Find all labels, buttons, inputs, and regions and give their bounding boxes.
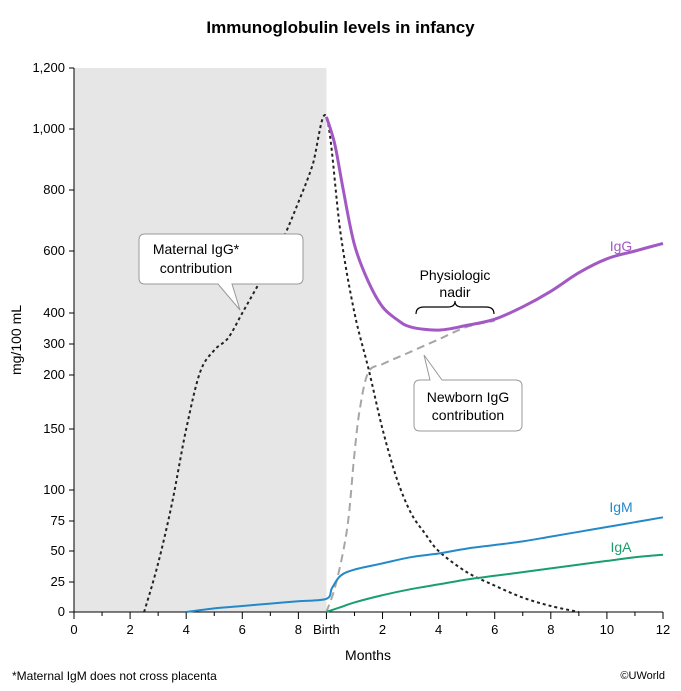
x-tick-label: Birth bbox=[313, 622, 340, 637]
y-tick-label: 0 bbox=[58, 604, 65, 619]
x-tick-label: 6 bbox=[491, 622, 498, 637]
x-tick-label: 8 bbox=[547, 622, 554, 637]
y-tick-label: 50 bbox=[51, 543, 65, 558]
newborn-igg-callout-line1: Newborn IgG bbox=[427, 389, 509, 405]
x-tick-label: 10 bbox=[600, 622, 614, 637]
y-tick-label: 200 bbox=[43, 367, 65, 382]
x-tick-label: 12 bbox=[656, 622, 670, 637]
y-tick-label: 100 bbox=[43, 482, 65, 497]
x-tick-label: 0 bbox=[70, 622, 77, 637]
y-axis-title: mg/100 mL bbox=[8, 305, 24, 375]
x-tick-label: 4 bbox=[435, 622, 442, 637]
x-axis-title: Months bbox=[345, 647, 391, 663]
y-tick-label: 150 bbox=[43, 421, 65, 436]
x-tick-label: 2 bbox=[379, 622, 386, 637]
y-tick-label: 1,000 bbox=[32, 121, 65, 136]
nadir-label-line2: nadir bbox=[439, 284, 470, 300]
y-tick-label: 300 bbox=[43, 336, 65, 351]
series-line-newborn-igg-contribution bbox=[325, 319, 495, 613]
y-tick-label: 25 bbox=[51, 574, 65, 589]
newborn-igg-callout-line2: contribution bbox=[432, 407, 504, 423]
y-tick-label: 75 bbox=[51, 513, 65, 528]
nadir-bracket bbox=[415, 300, 495, 315]
copyright: ©UWorld bbox=[620, 670, 665, 682]
y-tick-label: 1,200 bbox=[32, 60, 65, 75]
x-tick-label: 4 bbox=[183, 622, 190, 637]
footnote: *Maternal IgM does not cross placenta bbox=[12, 669, 217, 683]
maternal-igg-callout-box bbox=[138, 233, 304, 311]
chart-title: Immunoglobulin levels in infancy bbox=[206, 18, 475, 37]
series-line-igg bbox=[324, 116, 664, 332]
series-line-igm bbox=[186, 516, 664, 613]
prenatal-shading bbox=[74, 68, 327, 612]
maternal-igg-callout-line2: contribution bbox=[160, 260, 232, 276]
series-line-iga bbox=[326, 553, 664, 613]
newborn-igg-callout-box bbox=[413, 354, 523, 432]
series-label-iga: IgA bbox=[610, 539, 632, 555]
series-label-igg: IgG bbox=[610, 238, 633, 254]
x-tick-label: 6 bbox=[239, 622, 246, 637]
nadir-label-line1: Physiologic bbox=[420, 267, 491, 283]
y-tick-label: 800 bbox=[43, 182, 65, 197]
series-label-igm: IgM bbox=[609, 499, 632, 515]
y-tick-label: 600 bbox=[43, 243, 65, 258]
x-tick-label: 8 bbox=[295, 622, 302, 637]
x-tick-label: 2 bbox=[126, 622, 133, 637]
y-tick-label: 400 bbox=[43, 305, 65, 320]
maternal-igg-callout-line1: Maternal IgG* bbox=[153, 241, 240, 257]
